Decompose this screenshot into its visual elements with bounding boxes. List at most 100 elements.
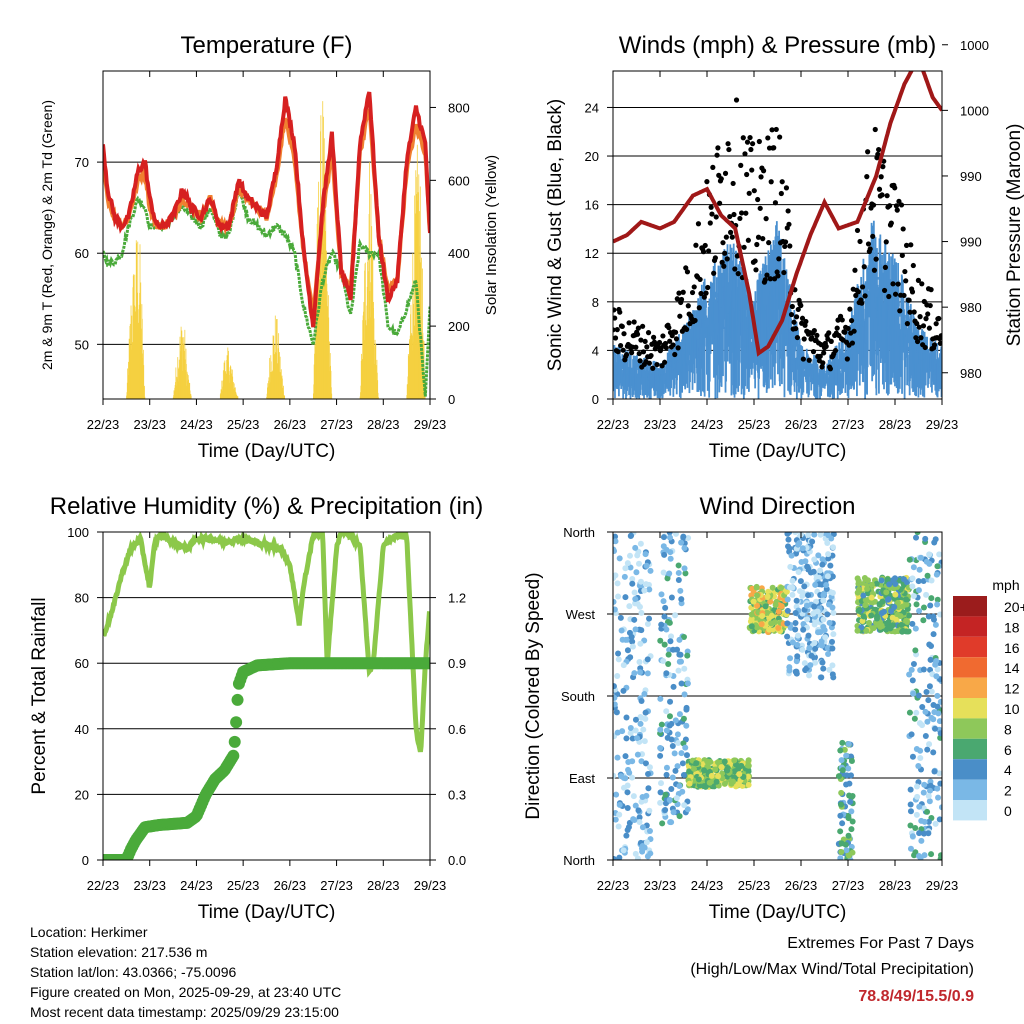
y2-tick-label: 1.2 bbox=[448, 591, 466, 606]
direction-point bbox=[891, 604, 898, 611]
direction-point bbox=[645, 771, 652, 778]
gust-point bbox=[861, 264, 867, 270]
direction-point bbox=[829, 671, 836, 678]
gust-point bbox=[859, 300, 865, 306]
direction-point bbox=[805, 632, 812, 639]
gust-point bbox=[755, 234, 762, 240]
gust-point bbox=[806, 357, 812, 363]
gust-point bbox=[857, 238, 863, 245]
direction-point bbox=[627, 564, 634, 571]
direction-point bbox=[624, 560, 631, 567]
gust-point bbox=[727, 229, 734, 235]
footer-recent: Most recent data timestamp: 2025/09/29 2… bbox=[30, 1004, 339, 1020]
gust-point bbox=[642, 338, 648, 345]
gust-point bbox=[920, 323, 927, 329]
direction-point bbox=[684, 680, 691, 687]
direction-point bbox=[934, 703, 941, 710]
direction-point bbox=[644, 656, 651, 663]
direction-point bbox=[681, 544, 688, 551]
legend-swatch bbox=[953, 738, 987, 760]
direction-point bbox=[824, 611, 831, 618]
gust-point bbox=[637, 358, 643, 364]
gust-point bbox=[907, 309, 913, 315]
direction-point bbox=[829, 662, 836, 669]
direction-point bbox=[613, 791, 620, 798]
direction-point bbox=[616, 801, 623, 808]
direction-point bbox=[748, 623, 755, 630]
direction-point bbox=[916, 803, 923, 810]
direction-point bbox=[644, 620, 651, 627]
x-tick-label: 27/23 bbox=[832, 878, 865, 893]
direction-point bbox=[789, 584, 796, 591]
direction-point bbox=[807, 662, 814, 669]
direction-point bbox=[926, 683, 933, 690]
direction-point bbox=[795, 632, 802, 639]
direction-point bbox=[936, 551, 942, 558]
direction-point bbox=[825, 551, 832, 558]
gust-point bbox=[828, 338, 834, 344]
direction-point bbox=[645, 785, 652, 792]
direction-point bbox=[927, 782, 934, 789]
gust-point bbox=[646, 360, 652, 366]
direction-point bbox=[666, 796, 673, 803]
gust-point bbox=[909, 289, 916, 295]
gust-point bbox=[865, 149, 871, 155]
direction-point bbox=[920, 577, 927, 584]
x-tick-label: 22/23 bbox=[87, 417, 120, 432]
gust-point bbox=[814, 332, 820, 338]
direction-point bbox=[934, 601, 941, 608]
gust-point bbox=[721, 263, 727, 269]
direction-point bbox=[768, 612, 775, 619]
direction-point bbox=[629, 638, 636, 645]
gust-point bbox=[842, 329, 848, 335]
gust-point bbox=[937, 340, 942, 346]
direction-point bbox=[805, 532, 812, 538]
direction-point bbox=[793, 668, 800, 675]
direction-point bbox=[745, 757, 752, 764]
direction-point bbox=[667, 549, 674, 556]
gust-point bbox=[788, 311, 795, 318]
gust-point bbox=[781, 269, 787, 276]
direction-point bbox=[868, 581, 875, 588]
y-tick-label: 12 bbox=[585, 246, 599, 261]
gust-point bbox=[872, 126, 878, 133]
direction-point bbox=[926, 551, 933, 558]
gust-point bbox=[749, 141, 756, 147]
direction-point bbox=[936, 816, 942, 823]
gust-point bbox=[894, 207, 900, 213]
direction-point bbox=[855, 580, 862, 587]
direction-point bbox=[663, 670, 670, 677]
direction-point bbox=[924, 572, 931, 579]
direction-point bbox=[672, 767, 679, 774]
direction-point bbox=[906, 709, 913, 716]
direction-point bbox=[846, 792, 853, 799]
gust-point bbox=[735, 271, 741, 277]
direction-point bbox=[632, 802, 639, 809]
direction-point bbox=[660, 569, 667, 576]
direction-point bbox=[660, 658, 667, 665]
direction-point bbox=[775, 625, 782, 632]
direction-point bbox=[913, 534, 920, 541]
direction-point bbox=[784, 532, 791, 537]
direction-point bbox=[884, 576, 891, 583]
direction-point bbox=[849, 818, 856, 825]
direction-point bbox=[829, 645, 836, 652]
direction-point bbox=[638, 758, 645, 765]
direction-point bbox=[657, 789, 664, 796]
direction-point bbox=[613, 701, 618, 708]
direction-point bbox=[636, 659, 643, 666]
direction-point bbox=[864, 585, 871, 592]
gust-point bbox=[918, 335, 924, 341]
direction-point bbox=[921, 830, 928, 837]
direction-point bbox=[629, 735, 636, 742]
direction-point bbox=[619, 636, 626, 643]
direction-point bbox=[903, 596, 910, 603]
direction-point bbox=[659, 820, 666, 827]
legend-label: 18 bbox=[1004, 619, 1020, 635]
legend-swatch bbox=[953, 657, 987, 678]
gust-point bbox=[737, 215, 743, 222]
direction-point bbox=[933, 673, 940, 680]
direction-point bbox=[784, 633, 791, 640]
direction-point bbox=[674, 646, 681, 653]
